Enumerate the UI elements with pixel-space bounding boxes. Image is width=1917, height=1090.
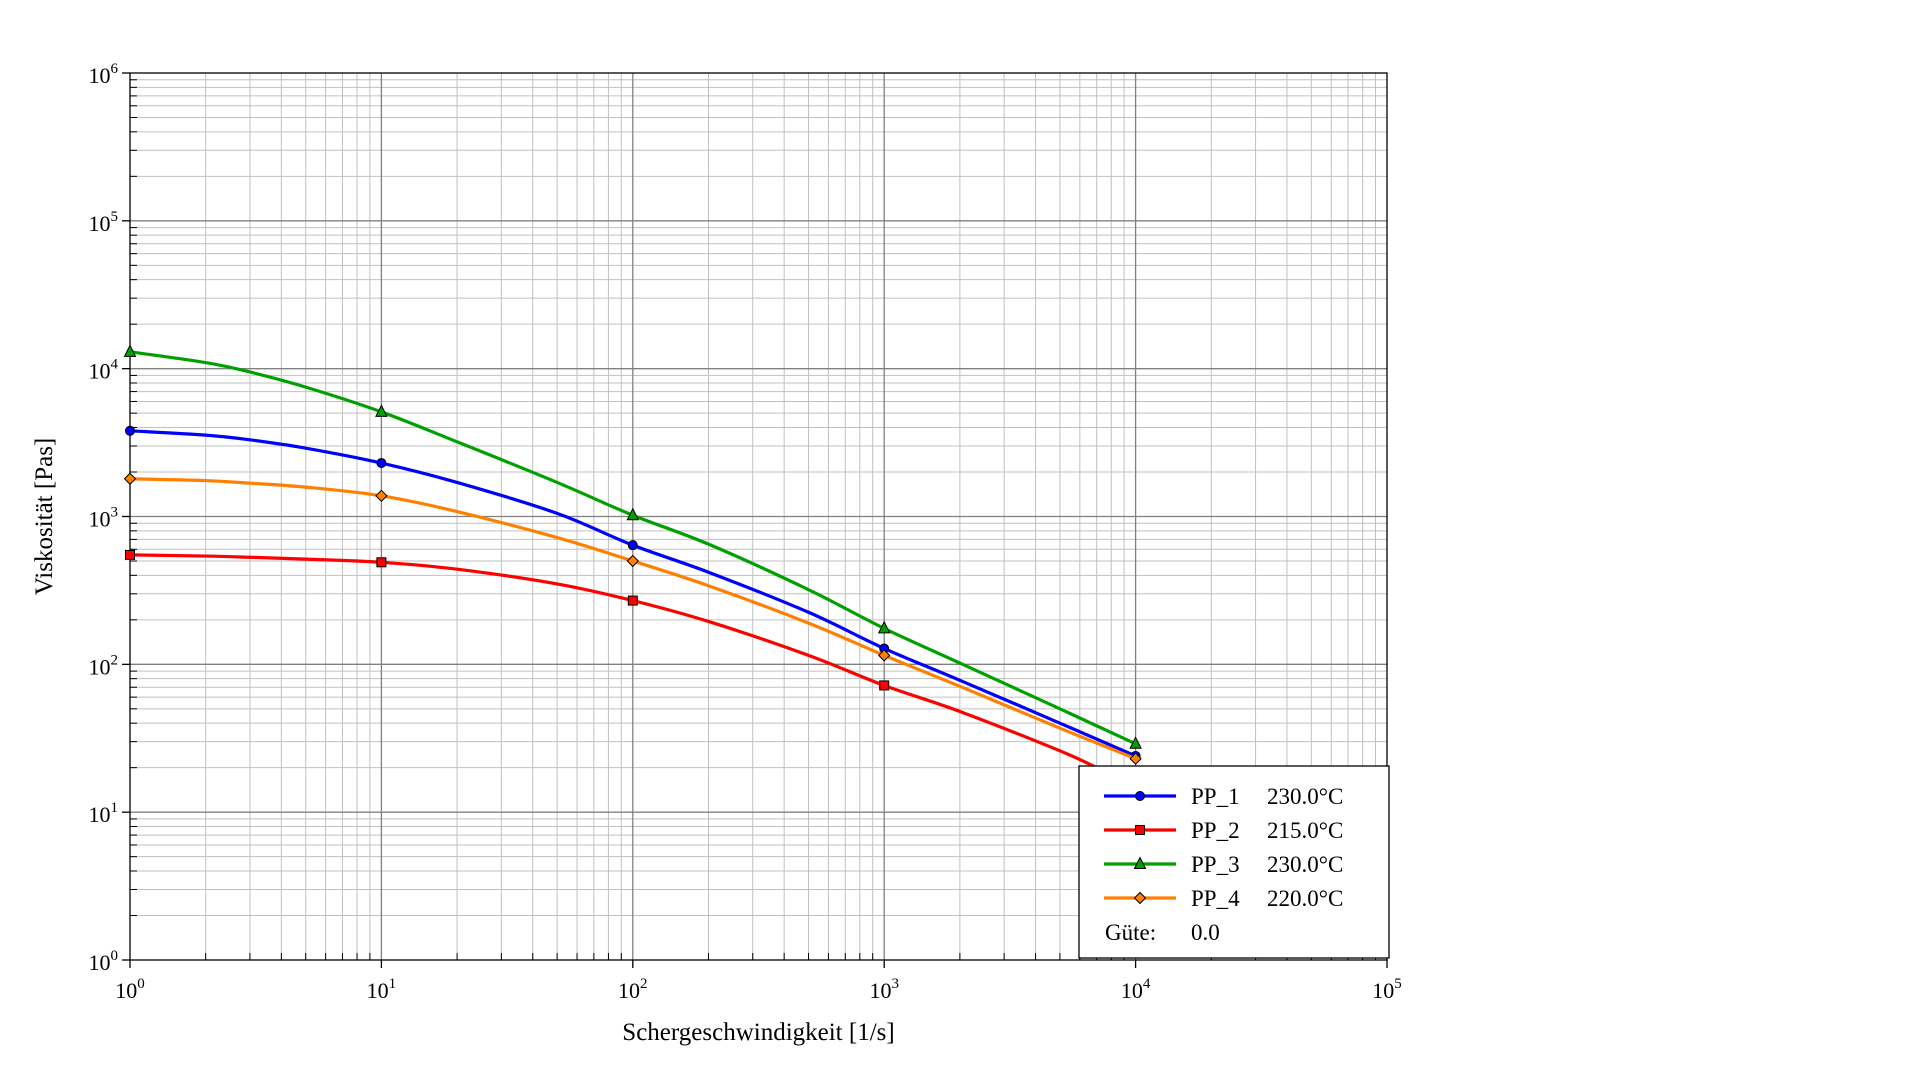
data-point: [125, 425, 135, 436]
series-line: [129, 429, 1137, 758]
data-point: [1129, 736, 1142, 749]
data-point: [1129, 752, 1142, 765]
data-point: [626, 507, 640, 521]
data-point: [879, 680, 890, 691]
y-tick-label: 103: [89, 505, 119, 532]
data-point: [375, 404, 388, 417]
data-point: [626, 554, 640, 568]
legend-marker: [1133, 856, 1147, 869]
data-point: [877, 620, 891, 634]
x-tick-label: 104: [1121, 976, 1151, 1003]
legend-series-name: PP_2: [1191, 818, 1240, 843]
legend-series-temperature: 230.0°C: [1267, 852, 1343, 877]
data-point: [627, 540, 638, 551]
x-tick-label: 103: [869, 976, 899, 1003]
series-pp-3: [123, 344, 1142, 749]
legend-series-temperature: 220.0°C: [1267, 886, 1343, 911]
legend-series-temperature: 215.0°C: [1267, 818, 1343, 843]
series-line: [129, 477, 1137, 761]
legend-item-pp-4: PP_4 220.0°C: [1104, 886, 1343, 911]
legend-item-pp-2: PP_2 215.0°C: [1104, 818, 1343, 843]
x-tick-label: 100: [115, 976, 145, 1003]
x-tick-label: 102: [618, 976, 648, 1003]
x-tick-labels: 100 101 102 103 104 105: [115, 976, 1402, 1003]
y-tick-label: 100: [89, 948, 119, 975]
data-point: [627, 595, 638, 606]
data-point: [375, 489, 388, 503]
legend-box: [1078, 765, 1390, 959]
legend-series-name: PP_3: [1191, 852, 1240, 877]
data-point: [877, 649, 891, 662]
y-axis-title: Viskosität [Pas]: [31, 438, 58, 596]
y-tick-label: 102: [89, 652, 119, 679]
legend: PP_1 230.0°C PP_2 215.0°C PP_3 230.0°C PP_4 220…: [1078, 765, 1390, 959]
y-tick-label: 106: [89, 61, 119, 88]
y-tick-label: 105: [89, 209, 119, 236]
legend-marker: [1135, 791, 1145, 801]
series-layer: [123, 344, 1142, 770]
legend-item-pp-3: PP_3 230.0°C: [1104, 852, 1343, 877]
series-pp-2: [125, 549, 1098, 770]
series-line: [129, 553, 1098, 770]
legend-series-name: PP_4: [1191, 886, 1240, 911]
legend-guete-label: Güte:: [1105, 920, 1156, 945]
series-line: [129, 350, 1137, 746]
x-axis-title: Schergeschwindigkeit [1/s]: [622, 1019, 894, 1046]
data-point: [376, 557, 387, 568]
x-tick-label: 105: [1372, 976, 1402, 1003]
legend-series-name: PP_1: [1191, 784, 1240, 809]
legend-item-pp-1: PP_1 230.0°C: [1104, 784, 1343, 809]
data-point: [125, 549, 135, 560]
legend-guete-value: 0.0: [1191, 920, 1220, 945]
data-point: [123, 472, 137, 485]
data-point: [376, 458, 387, 469]
data-point: [123, 344, 137, 357]
legend-marker: [1133, 891, 1147, 905]
series-pp-4: [123, 472, 1142, 765]
y-tick-labels: 100 101 102 103 104 105 106: [89, 61, 119, 975]
y-tick-label: 104: [89, 357, 119, 384]
y-tick-label: 101: [89, 800, 119, 827]
x-tick-label: 101: [367, 976, 397, 1003]
legend-series-temperature: 230.0°C: [1267, 784, 1343, 809]
legend-marker: [1135, 825, 1145, 835]
